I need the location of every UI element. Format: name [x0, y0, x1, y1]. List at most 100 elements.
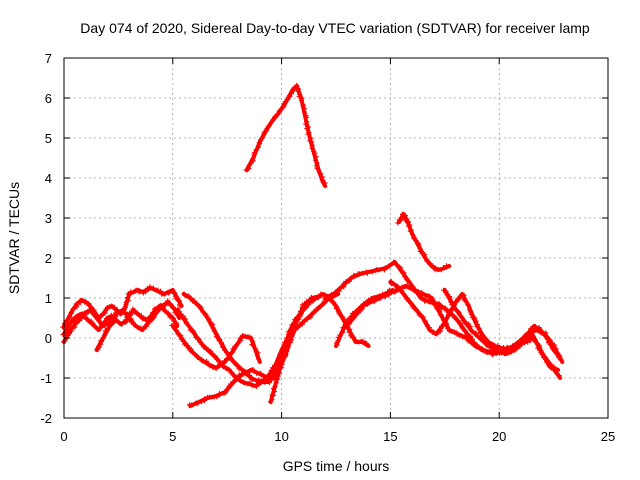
data-point — [401, 270, 407, 276]
data-point — [269, 371, 275, 377]
data-point — [134, 311, 140, 317]
data-point — [254, 353, 260, 359]
chart-title: Day 074 of 2020, Sidereal Day-to-day VTE… — [80, 20, 590, 36]
data-point — [138, 313, 144, 319]
data-point — [102, 310, 108, 316]
data-point — [415, 309, 421, 315]
data-point — [304, 126, 310, 131]
data-point — [147, 284, 153, 290]
data-point — [400, 211, 405, 217]
data-point — [554, 367, 560, 373]
data-point — [69, 317, 75, 323]
series-trace — [268, 292, 371, 404]
data-point — [300, 306, 306, 312]
data-point — [460, 318, 466, 324]
data-point — [162, 308, 168, 314]
data-point — [340, 325, 346, 331]
data-point — [244, 370, 250, 376]
data-point — [437, 308, 443, 314]
data-point — [502, 351, 507, 357]
data-point — [294, 82, 300, 88]
data-point — [119, 322, 125, 327]
data-point — [312, 150, 318, 156]
data-point — [348, 333, 354, 339]
data-point — [369, 269, 375, 275]
data-point — [250, 155, 256, 161]
data-point — [207, 363, 213, 369]
data-point — [247, 334, 253, 340]
data-point — [210, 321, 215, 327]
data-point — [206, 316, 212, 322]
data-point — [408, 227, 414, 233]
data-point — [399, 288, 405, 294]
data-point — [539, 329, 545, 335]
data-point — [79, 297, 85, 303]
data-point — [205, 315, 211, 321]
data-point — [499, 350, 505, 356]
data-point — [522, 332, 528, 338]
data-point — [264, 375, 270, 381]
data-point — [405, 223, 411, 229]
data-point — [377, 293, 383, 299]
data-point — [364, 341, 369, 346]
data-point — [474, 343, 480, 349]
data-point — [155, 287, 161, 293]
data-point — [158, 288, 164, 294]
data-point — [207, 394, 213, 400]
data-point — [217, 362, 223, 367]
data-point — [92, 323, 97, 329]
data-point — [74, 313, 80, 319]
data-point — [395, 285, 401, 291]
series-s10 — [243, 82, 328, 188]
data-point — [403, 218, 408, 224]
data-point — [72, 324, 78, 330]
data-point — [182, 316, 188, 322]
data-point — [392, 289, 398, 295]
data-point — [407, 228, 413, 234]
data-point — [213, 334, 219, 339]
plot-frame — [63, 57, 609, 419]
data-point — [214, 394, 220, 400]
data-point — [326, 294, 332, 300]
data-point — [285, 96, 291, 102]
data-point — [366, 297, 372, 303]
data-point — [291, 321, 296, 327]
data-point — [386, 287, 392, 293]
data-point — [305, 316, 310, 322]
series-s3 — [61, 298, 182, 345]
data-point — [105, 325, 111, 331]
data-point — [171, 290, 177, 296]
data-point — [132, 322, 138, 328]
data-point — [188, 327, 193, 333]
data-point — [312, 295, 318, 301]
series-s13 — [395, 211, 452, 273]
data-point — [341, 316, 347, 322]
data-point — [469, 311, 474, 317]
data-point — [371, 295, 377, 301]
data-point — [280, 353, 286, 359]
data-point — [239, 366, 244, 372]
y-axis-label: SDTVAR / TECUs — [6, 182, 22, 294]
x-axis-label: GPS time / hours — [283, 458, 390, 474]
data-point — [69, 325, 75, 331]
data-point — [234, 341, 240, 347]
data-point — [275, 112, 281, 118]
data-point — [212, 353, 218, 359]
data-point — [174, 328, 179, 334]
data-point — [382, 292, 388, 298]
data-point — [66, 322, 72, 328]
data-point — [216, 358, 222, 364]
data-point — [447, 295, 453, 301]
data-point — [346, 329, 352, 335]
data-point — [438, 313, 444, 318]
data-point — [438, 312, 444, 318]
data-point — [224, 366, 229, 372]
data-point — [256, 140, 262, 146]
x-tick-label: 25 — [601, 429, 615, 444]
grid — [64, 58, 608, 418]
data-point — [548, 365, 554, 371]
data-point — [347, 276, 353, 282]
data-point — [416, 312, 422, 318]
data-point — [343, 324, 349, 329]
